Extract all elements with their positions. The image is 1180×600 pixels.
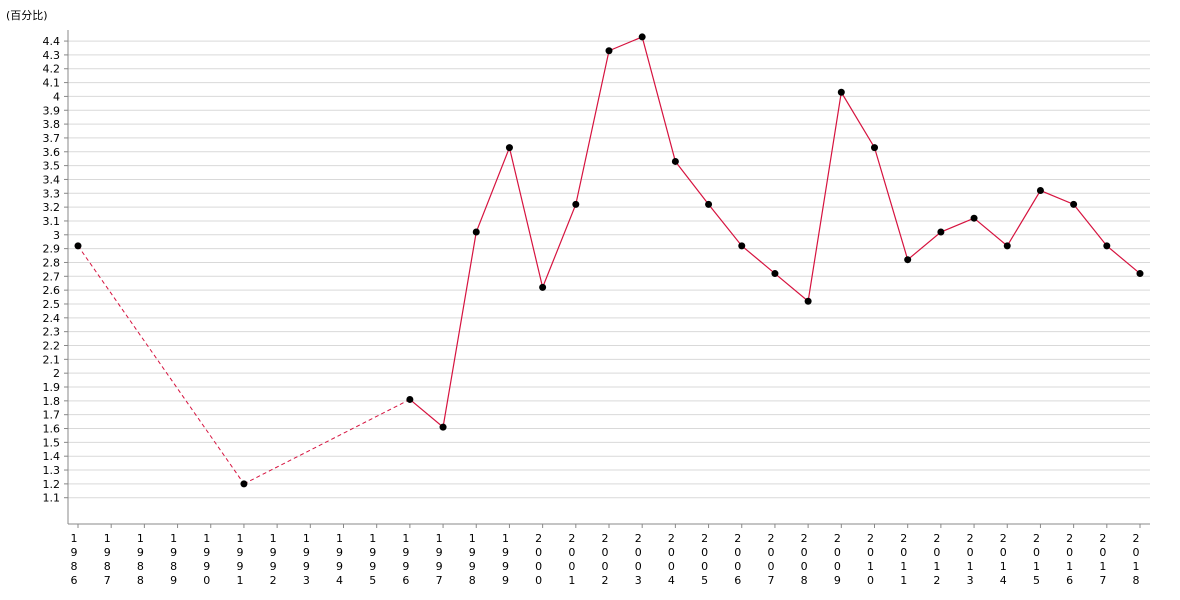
y-tick-label: 4: [53, 90, 60, 103]
x-tick-label: 1995: [366, 532, 379, 588]
x-tick-label: 2015: [1030, 532, 1043, 588]
point: [804, 297, 812, 305]
point: [472, 228, 480, 236]
x-tick-label: 2009: [831, 532, 844, 588]
point: [505, 144, 513, 152]
x-tick-label: 1991: [233, 532, 246, 588]
x-tick-label: 2014: [997, 532, 1010, 588]
y-tick-label: 4.4: [43, 35, 61, 48]
y-tick-label: 2.5: [43, 298, 61, 311]
x-tick-label: 2001: [565, 532, 578, 588]
x-tick-label: 1999: [499, 532, 512, 588]
x-tick-label: 1992: [267, 532, 280, 588]
x-tick-label: 1989: [167, 532, 180, 588]
y-tick-label: 3.7: [43, 132, 61, 145]
point: [937, 228, 945, 236]
line: [409, 36, 1141, 429]
x-tick-label: 2016: [1063, 532, 1076, 588]
x-tick-label: 1994: [333, 532, 346, 588]
y-tick-label: 1.4: [43, 450, 61, 463]
y-tick-label: 1.9: [43, 381, 61, 394]
y-tick-label: 2.2: [43, 339, 61, 352]
y-tick-label: 3.1: [43, 215, 61, 228]
point: [1136, 270, 1144, 278]
point: [871, 144, 878, 152]
y-tick-label: 3.3: [43, 187, 61, 200]
x-tick-label: 1987: [101, 532, 114, 588]
y-tick-label: 4.3: [43, 49, 61, 62]
y-tick-label: 3.4: [43, 173, 61, 186]
y-tick-label: 1.1: [43, 492, 61, 505]
y-tick-label: 3.8: [43, 118, 61, 131]
x-tick-label: 2011: [897, 532, 910, 588]
point: [705, 200, 713, 208]
point: [904, 256, 912, 264]
x-tick-label: 2012: [930, 532, 943, 588]
y-tick-label: 1.3: [43, 464, 61, 477]
y-tick-label: 2.9: [43, 243, 61, 256]
y-tick-label: 3: [53, 229, 60, 242]
x-tick-label: 2006: [731, 532, 744, 588]
y-tick-label: 1.5: [43, 436, 61, 449]
x-tick-label: 2005: [698, 532, 711, 588]
point: [837, 88, 845, 96]
x-tick-label: 2004: [665, 532, 678, 588]
point: [738, 242, 746, 250]
x-tick-label: 2007: [764, 532, 777, 588]
x-tick-label: 2008: [798, 532, 811, 588]
x-tick-label: 1997: [433, 532, 446, 588]
y-tick-label: 1.6: [43, 423, 61, 436]
point: [970, 214, 978, 222]
point: [671, 157, 679, 165]
y-tick-label: 1.2: [43, 478, 61, 491]
y-tick-label: 1.8: [43, 395, 61, 408]
x-tick-label: 1990: [200, 532, 213, 588]
point: [240, 480, 248, 488]
y-tick-label: 2.8: [43, 256, 61, 269]
y-tick-label: 4.2: [43, 63, 61, 76]
point: [638, 33, 646, 41]
point: [1036, 187, 1044, 195]
x-tick-label: 2017: [1096, 532, 1109, 588]
y-tick-label: 3.5: [43, 160, 61, 173]
y-tick-label: 2.4: [43, 312, 61, 325]
point: [74, 242, 82, 250]
x-tick-label: 2013: [964, 532, 977, 588]
y-tick-label: 3.2: [43, 201, 61, 214]
point: [539, 283, 547, 291]
x-tick-label: 1986: [68, 532, 81, 588]
y-tick-label: 2: [53, 367, 60, 380]
y-tick-label: 3.6: [43, 146, 61, 159]
y-tick-label: 1.7: [43, 409, 61, 422]
y-tick-label: 2.6: [43, 284, 61, 297]
x-tick-label: 1998: [466, 532, 479, 588]
x-tick-label: 2002: [599, 532, 612, 588]
x-tick-label: 2010: [864, 532, 877, 588]
x-tick-label: 2000: [532, 532, 545, 588]
x-tick-label: 1996: [399, 532, 412, 588]
x-tick-label: 1988: [134, 532, 147, 588]
point: [1103, 242, 1111, 250]
point: [439, 423, 447, 431]
point: [1003, 242, 1011, 250]
y-tick-label: 4.1: [43, 77, 61, 90]
point: [572, 200, 580, 208]
y-tick-label: 2.3: [43, 326, 61, 339]
y-tick-label: 2.7: [43, 270, 61, 283]
gap-connector: [77, 245, 245, 485]
gap-connector: [243, 399, 411, 485]
point: [1070, 200, 1078, 208]
point: [771, 270, 779, 278]
point: [406, 395, 414, 403]
y-tick-label: 3.9: [43, 104, 61, 117]
x-tick-label: 1993: [300, 532, 313, 588]
x-tick-label: 2018: [1130, 532, 1143, 588]
point: [605, 47, 613, 55]
x-tick-label: 2003: [632, 532, 645, 588]
y-tick-label: 2.1: [43, 353, 61, 366]
y-axis-label: (百分比): [6, 9, 48, 22]
